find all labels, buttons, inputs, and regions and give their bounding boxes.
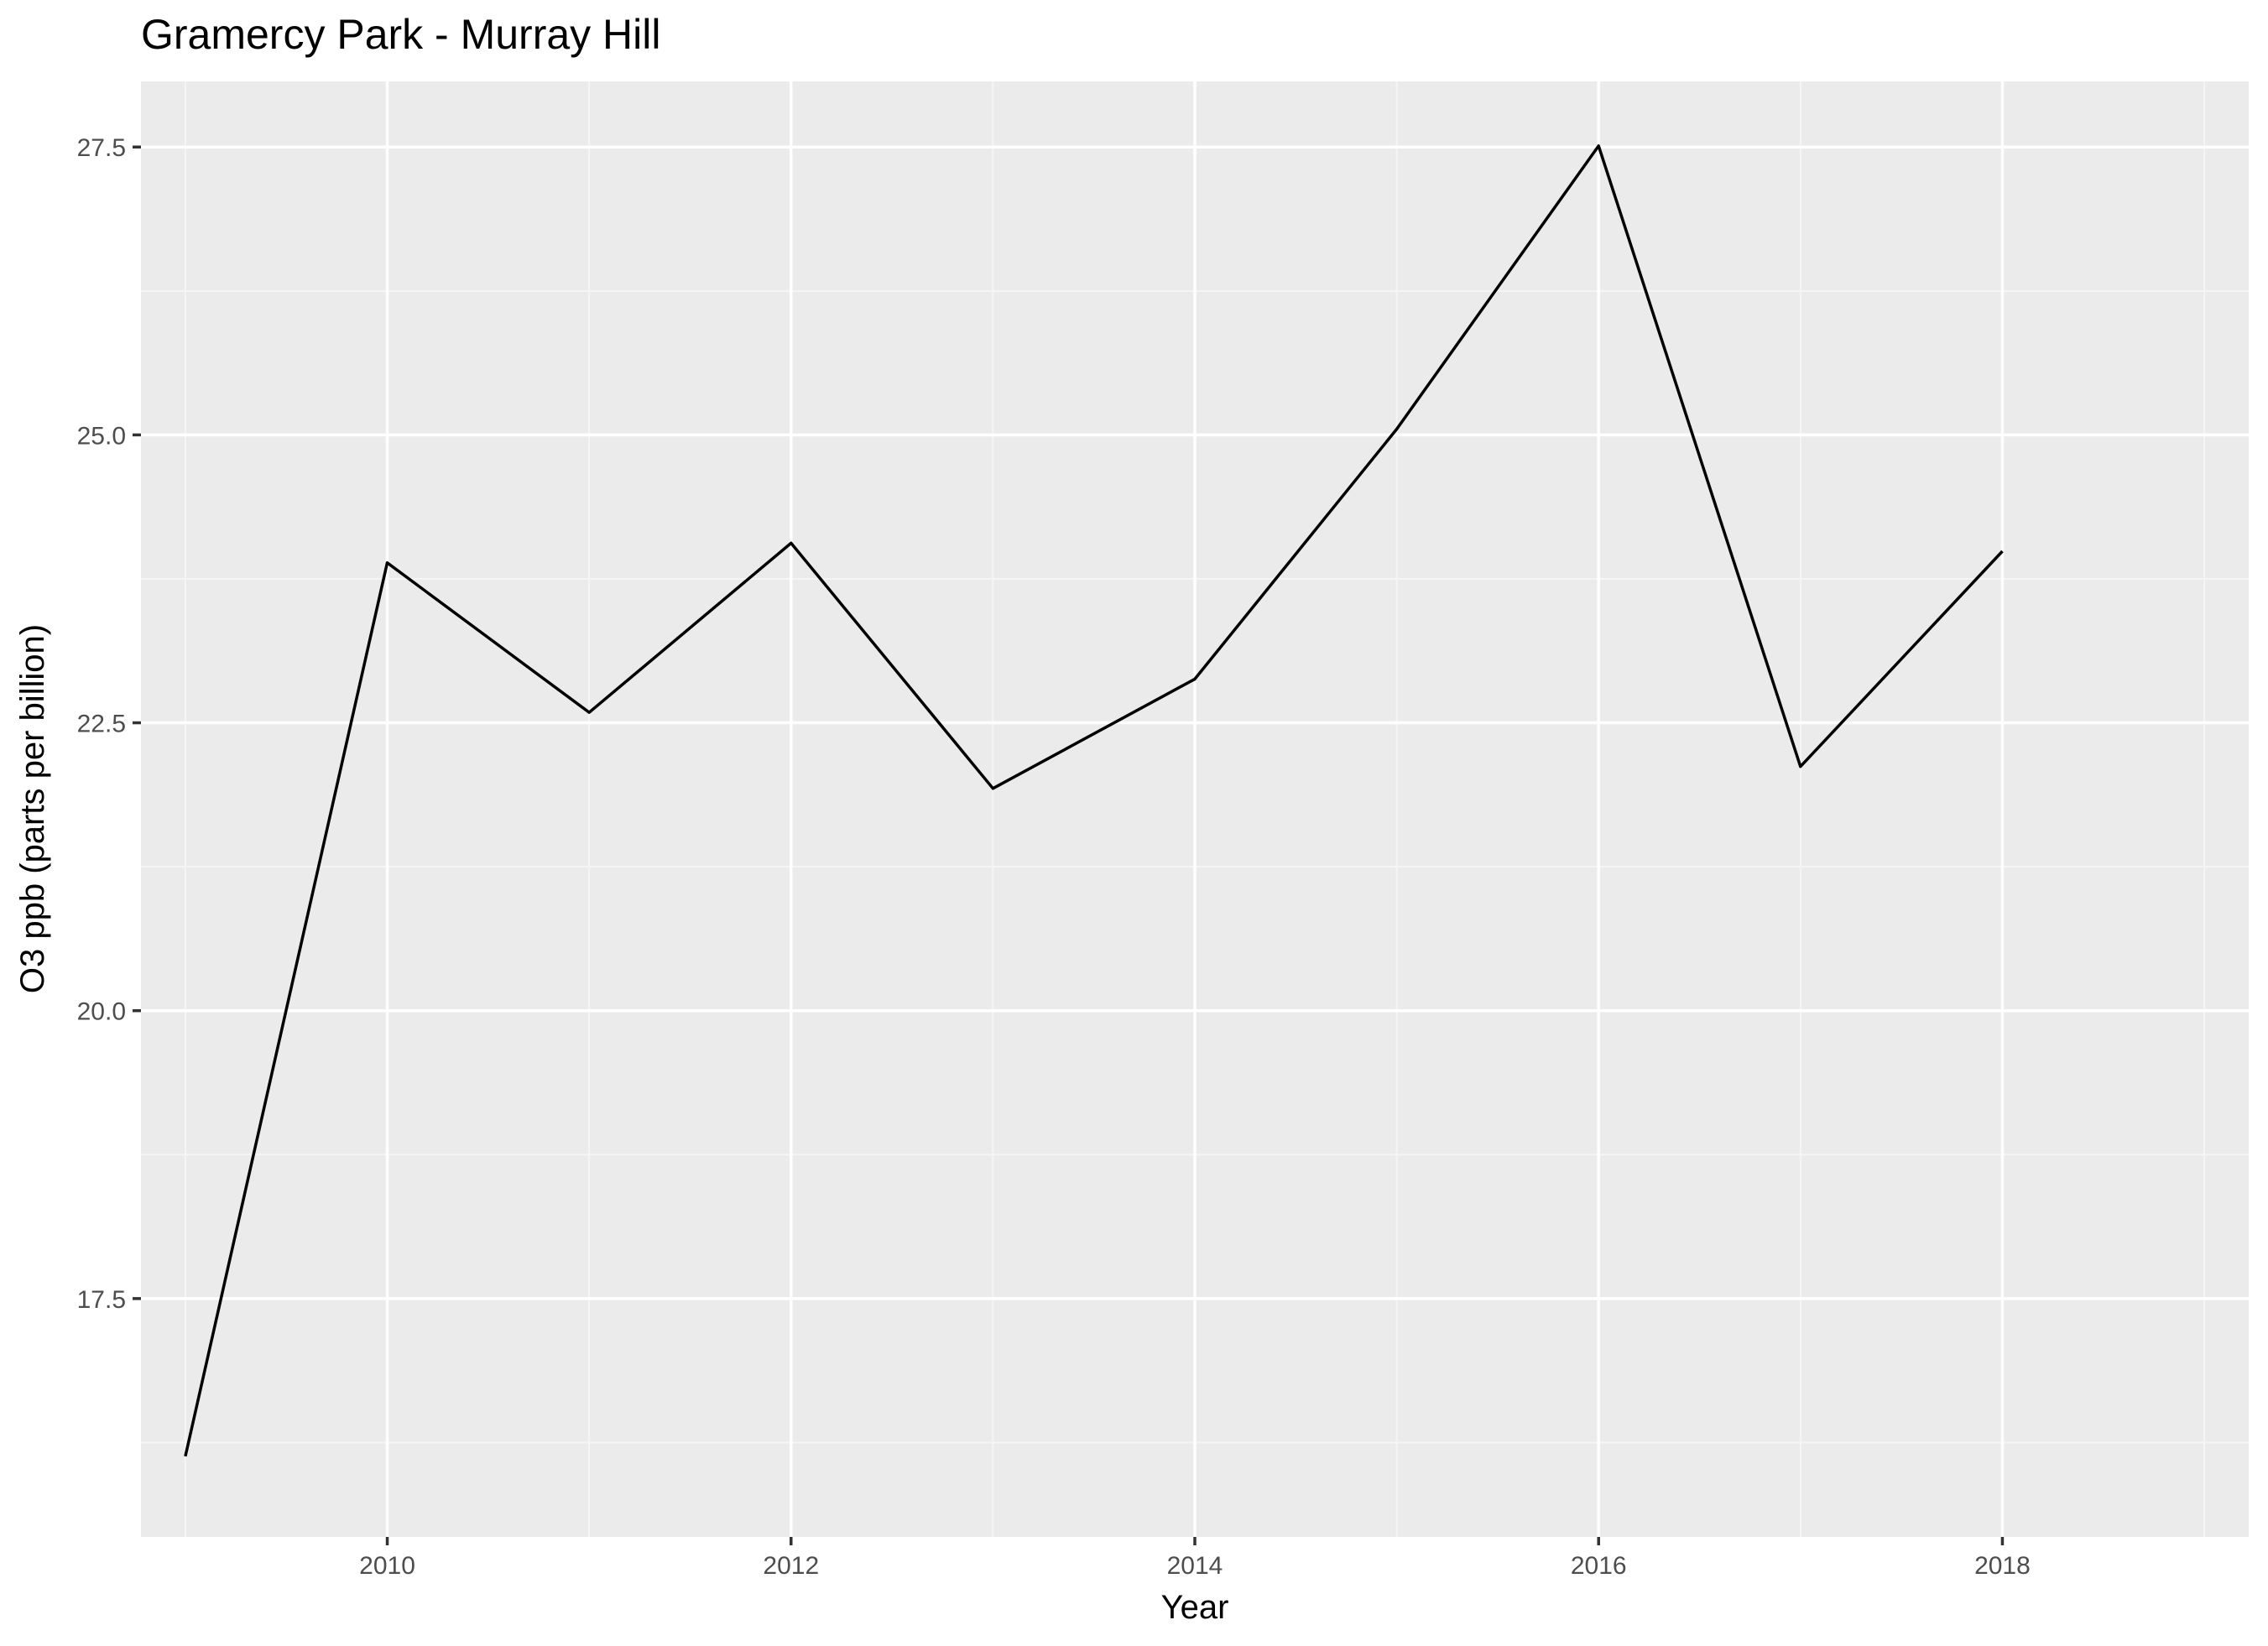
y-axis: 17.5 20.0 22.5 25.0 27.5 xyxy=(77,134,141,1314)
x-axis-title: Year xyxy=(1161,1589,1229,1626)
y-tick-label: 17.5 xyxy=(77,1286,126,1314)
series-line xyxy=(184,144,2004,1457)
y-tick-label: 25.0 xyxy=(77,422,126,450)
x-tick-label: 2014 xyxy=(1167,1552,1223,1580)
chart-title: Gramercy Park - Murray Hill xyxy=(141,11,660,58)
major-grid xyxy=(141,81,2249,1537)
x-tick-label: 2018 xyxy=(1974,1552,2031,1580)
y-tick-label: 20.0 xyxy=(77,998,126,1026)
x-tick-label: 2010 xyxy=(359,1552,415,1580)
x-tick-label: 2012 xyxy=(763,1552,819,1580)
x-tick-label: 2016 xyxy=(1571,1552,1627,1580)
y-axis-title: O3 ppb (parts per billion) xyxy=(14,624,51,993)
y-tick-label: 27.5 xyxy=(77,134,126,162)
x-axis: 2010 2012 2014 2016 2018 xyxy=(359,1537,2031,1580)
y-tick-label: 22.5 xyxy=(77,711,126,738)
